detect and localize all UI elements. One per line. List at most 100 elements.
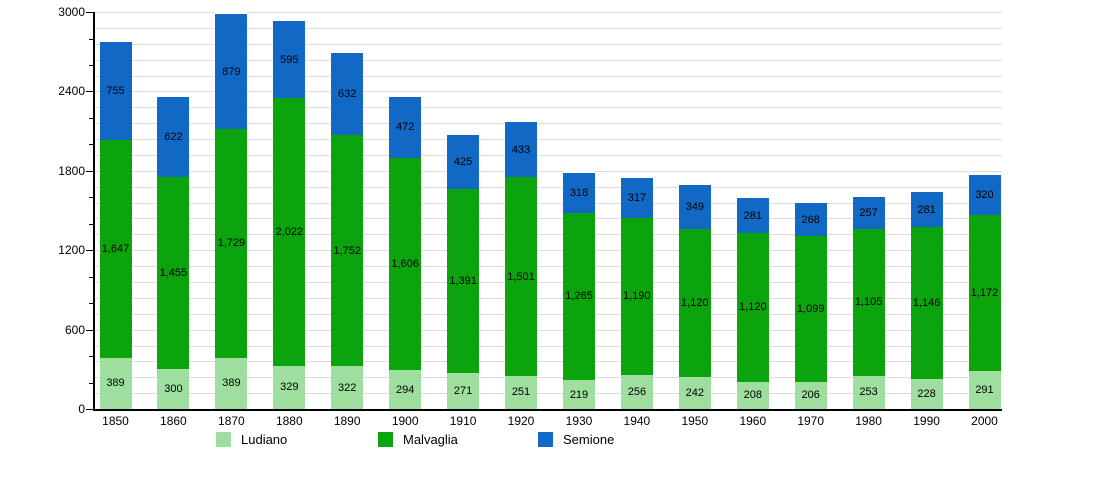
bar-segment-semione: 433 bbox=[505, 119, 537, 178]
gridline bbox=[95, 107, 1002, 109]
legend-swatch-semione bbox=[538, 431, 553, 447]
value-label: 879 bbox=[222, 65, 241, 78]
y-axis-tick-label: 0 bbox=[78, 402, 85, 416]
value-label: 1,105 bbox=[854, 296, 883, 309]
bar-segment-malvaglia: 1,172 bbox=[968, 215, 1001, 371]
bar-segment-ludiano: 322 bbox=[331, 366, 364, 409]
y-axis-tick-label: 1800 bbox=[58, 163, 85, 178]
legend-swatch-ludiano bbox=[216, 431, 231, 447]
bar-segment-semione: 281 bbox=[910, 190, 943, 228]
legend-label: Semione bbox=[563, 431, 615, 447]
value-label: 228 bbox=[917, 387, 936, 400]
bar-segment-semione: 632 bbox=[331, 50, 364, 135]
value-label: 472 bbox=[396, 121, 415, 134]
x-axis-tick-label: 1880 bbox=[275, 414, 303, 428]
bar-group-1870: 389 1,729 879 bbox=[215, 12, 248, 409]
y-axis-tick-label: 2400 bbox=[58, 84, 85, 99]
bar-segment-ludiano: 219 bbox=[563, 380, 595, 409]
bar-group-1950: 242 1,120 349 bbox=[678, 12, 711, 409]
bar-segment-semione: 268 bbox=[794, 200, 827, 237]
bar-segment-semione: 595 bbox=[273, 19, 306, 98]
value-label: 389 bbox=[106, 377, 125, 390]
bar-group-1890: 322 1,752 632 bbox=[331, 12, 364, 409]
legend-swatch-malvaglia bbox=[378, 431, 393, 447]
bar-group-1900: 294 1,606 472 bbox=[389, 12, 422, 409]
value-label: 389 bbox=[222, 377, 241, 390]
y-axis-major-tick bbox=[86, 409, 93, 410]
value-label: 1,729 bbox=[217, 237, 246, 250]
gridline bbox=[95, 250, 1002, 252]
x-axis-tick-label: 1870 bbox=[218, 414, 245, 428]
value-label: 329 bbox=[280, 381, 299, 394]
gridline bbox=[95, 59, 1002, 61]
value-label: 281 bbox=[917, 203, 936, 216]
gridline bbox=[95, 186, 1002, 188]
bar-segment-malvaglia: 1,190 bbox=[620, 217, 653, 376]
gridline bbox=[95, 234, 1002, 236]
gridline bbox=[95, 329, 1002, 331]
bar-group-1920: 251 1,501 433 bbox=[505, 12, 537, 409]
bar-group-1990: 228 1,146 281 bbox=[910, 12, 943, 409]
value-label: 320 bbox=[975, 189, 994, 202]
plot-area: 389 1,647 755 300 1,455 622 389 1,729 879 329 2,02… bbox=[93, 12, 1002, 411]
x-axis-tick-label: 1950 bbox=[681, 414, 709, 428]
x-axis-tick-label: 1890 bbox=[333, 414, 361, 428]
x-axis-tick-label: 2000 bbox=[971, 414, 998, 428]
y-axis-tick-label: 1200 bbox=[58, 243, 85, 258]
value-label: 1,146 bbox=[912, 296, 941, 309]
y-axis-minor-tick bbox=[89, 38, 93, 40]
value-label: 622 bbox=[164, 130, 183, 143]
bar-segment-malvaglia: 1,265 bbox=[563, 212, 595, 380]
bar-segment-semione: 318 bbox=[563, 170, 595, 213]
value-label: 1,752 bbox=[333, 244, 361, 257]
bar-segment-ludiano: 389 bbox=[99, 357, 132, 409]
y-axis-minor-tick bbox=[89, 197, 93, 199]
bar-segment-semione: 349 bbox=[678, 182, 711, 229]
value-label: 1,391 bbox=[449, 275, 477, 288]
value-label: 294 bbox=[396, 383, 415, 396]
gridline bbox=[95, 266, 1002, 268]
value-label: 318 bbox=[569, 186, 589, 199]
gridline bbox=[95, 345, 1002, 347]
value-label: 253 bbox=[859, 386, 878, 399]
bar-group-1850: 389 1,647 755 bbox=[99, 12, 132, 409]
bar-segment-ludiano: 329 bbox=[273, 365, 306, 409]
bar-segment-ludiano: 300 bbox=[157, 369, 190, 409]
value-label: 206 bbox=[801, 389, 820, 402]
bar-segment-semione: 281 bbox=[736, 196, 769, 234]
value-label: 1,172 bbox=[970, 286, 999, 299]
value-label: 256 bbox=[627, 386, 647, 399]
value-label: 1,190 bbox=[623, 290, 651, 303]
gridline bbox=[95, 313, 1002, 315]
bar-segment-ludiano: 294 bbox=[389, 370, 422, 409]
bar-segment-ludiano: 271 bbox=[447, 373, 480, 409]
bar-segment-ludiano: 251 bbox=[505, 375, 537, 409]
bar-segment-ludiano: 206 bbox=[794, 381, 827, 409]
y-axis-major-tick bbox=[86, 91, 93, 93]
legend-item-malvaglia: Malvaglia bbox=[378, 429, 458, 449]
bar-segment-malvaglia: 1,105 bbox=[852, 229, 885, 376]
x-axis-tick-label: 1990 bbox=[913, 414, 940, 428]
gridline bbox=[95, 393, 1002, 395]
value-label: 251 bbox=[511, 386, 531, 399]
bar-segment-malvaglia: 1,099 bbox=[794, 236, 827, 382]
y-axis-tick-label: 600 bbox=[64, 322, 85, 337]
bar-segment-malvaglia: 1,120 bbox=[678, 228, 711, 377]
bar-segment-semione: 472 bbox=[389, 95, 422, 158]
bar-segment-malvaglia: 1,455 bbox=[157, 176, 190, 370]
gridline bbox=[95, 12, 1002, 13]
gridline bbox=[95, 282, 1002, 283]
bar-segment-ludiano: 389 bbox=[215, 357, 248, 409]
gridline bbox=[95, 139, 1002, 140]
y-axis-minor-tick bbox=[89, 276, 93, 278]
value-label: 1,120 bbox=[739, 301, 767, 314]
value-label: 349 bbox=[685, 200, 704, 213]
value-label: 322 bbox=[338, 381, 357, 394]
bar-segment-semione: 879 bbox=[215, 12, 248, 129]
y-axis-major-tick bbox=[86, 170, 93, 172]
gridline bbox=[95, 377, 1002, 379]
y-axis-minor-tick bbox=[89, 117, 93, 119]
bar-group-1930: 219 1,265 318 bbox=[563, 12, 595, 409]
gridline bbox=[95, 75, 1002, 77]
bar-segment-malvaglia: 1,146 bbox=[910, 227, 943, 379]
